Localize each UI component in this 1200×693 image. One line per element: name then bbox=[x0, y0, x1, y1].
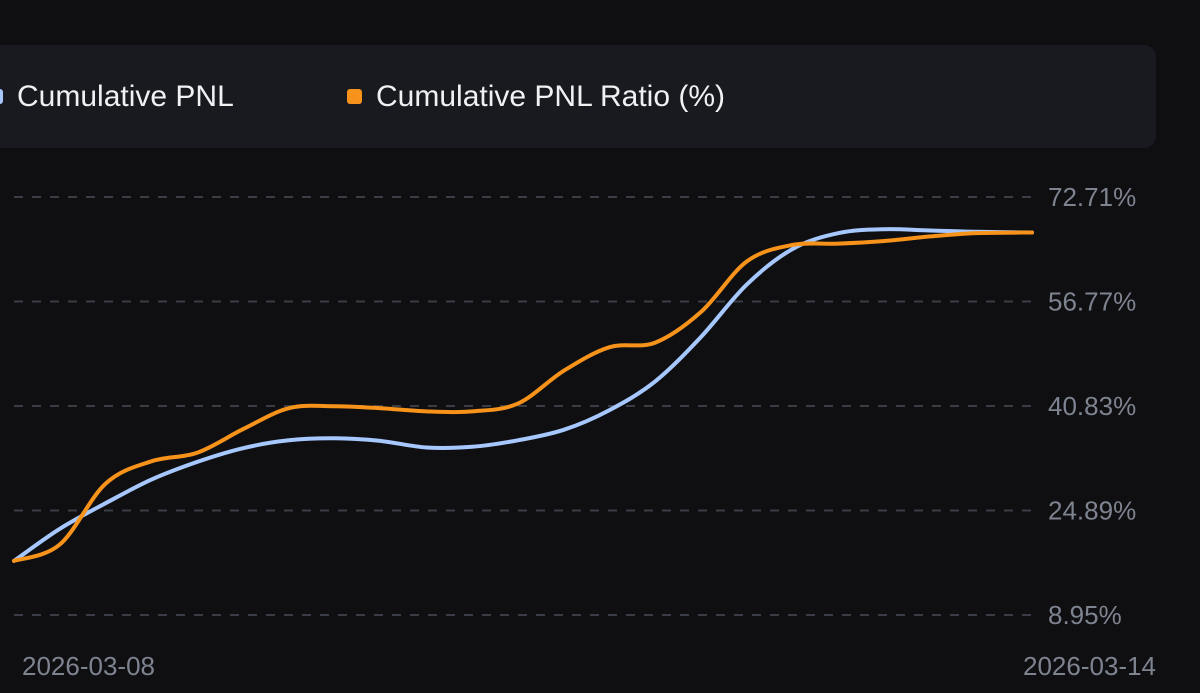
series-line-cumulative-pnl bbox=[12, 227, 1034, 563]
y-axis-ticks: 72.71% 56.77% 40.83% 24.89% 8.95% bbox=[1048, 182, 1136, 630]
y-tick-label: 24.89% bbox=[1048, 496, 1136, 526]
gridlines bbox=[14, 196, 1032, 616]
series-line-cumulative-pnl-ratio bbox=[12, 230, 1034, 563]
y-tick-label: 8.95% bbox=[1048, 600, 1122, 630]
legend-swatch-cumulative-pnl bbox=[0, 89, 3, 104]
series-lines bbox=[12, 227, 1034, 563]
x-tick-label: 2026-03-14 bbox=[1023, 651, 1156, 681]
legend-item-cumulative-pnl-ratio[interactable]: Cumulative PNL Ratio (%) bbox=[347, 45, 725, 148]
legend-label-cumulative-pnl-ratio: Cumulative PNL Ratio (%) bbox=[376, 79, 725, 113]
legend-item-cumulative-pnl[interactable]: Cumulative PNL bbox=[0, 45, 234, 148]
legend-label-cumulative-pnl: Cumulative PNL bbox=[17, 79, 234, 113]
x-axis-ticks: 2026-03-08 2026-03-14 bbox=[22, 651, 1156, 681]
y-tick-label: 56.77% bbox=[1048, 287, 1136, 317]
legend-swatch-cumulative-pnl-ratio bbox=[347, 89, 362, 104]
y-tick-label: 40.83% bbox=[1048, 391, 1136, 421]
y-tick-label: 72.71% bbox=[1048, 182, 1136, 212]
x-tick-label: 2026-03-08 bbox=[22, 651, 155, 681]
legend-panel: Cumulative PNL Cumulative PNL Ratio (%) bbox=[0, 45, 1156, 148]
